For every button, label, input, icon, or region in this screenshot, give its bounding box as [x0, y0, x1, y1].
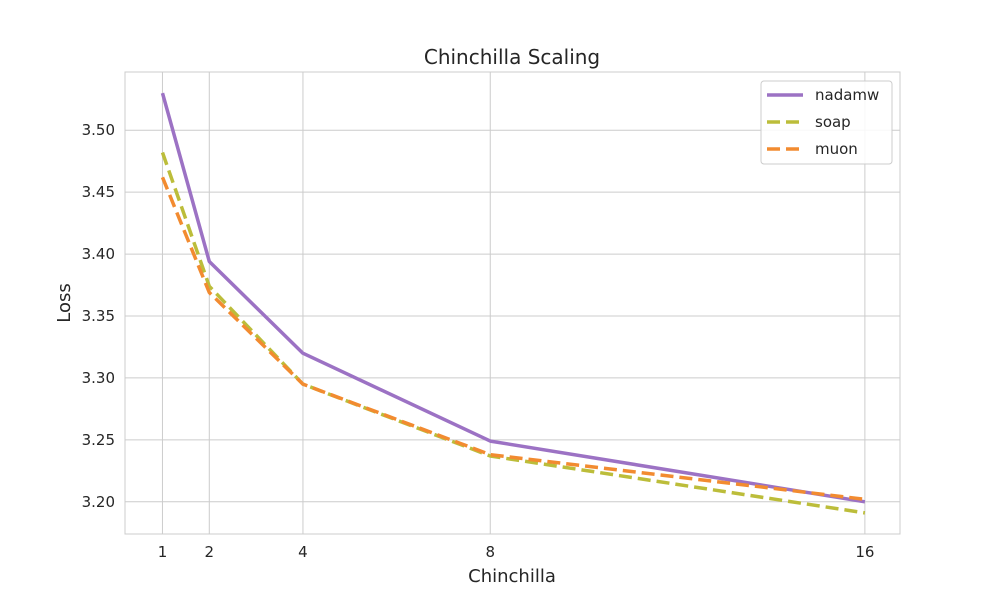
x-tick-labels: 1 2 4 8 16: [158, 543, 875, 561]
legend: nadamw soap muon: [760, 80, 893, 165]
plot-frame: [124, 71, 901, 535]
legend-label-soap: soap: [815, 113, 851, 131]
x-tick-label: 4: [298, 543, 308, 561]
x-tick-label: 16: [855, 543, 874, 561]
x-tick-label: 2: [205, 543, 215, 561]
series-line-muon: [160, 176, 866, 502]
y-tick-label: 3.50: [82, 121, 115, 139]
y-tick-label: 3.30: [82, 369, 115, 387]
y-tick-label: 3.40: [82, 245, 115, 263]
chart-title: Chinchilla Scaling: [424, 45, 600, 69]
legend-label-nadamw: nadamw: [815, 86, 879, 104]
legend-label-muon: muon: [815, 140, 858, 158]
y-tick-labels: 3.20 3.25 3.30 3.35 3.40 3.45 3.50: [82, 121, 115, 511]
grid: [125, 72, 900, 534]
y-tick-label: 3.45: [82, 183, 115, 201]
x-axis-label: Chinchilla: [468, 566, 556, 587]
x-tick-label: 1: [158, 543, 168, 561]
y-tick-label: 3.20: [82, 493, 115, 511]
y-axis-label: Loss: [54, 283, 75, 322]
y-tick-label: 3.35: [82, 307, 115, 325]
x-tick-label: 8: [485, 543, 495, 561]
series-lines: [160, 92, 866, 515]
series-line-nadamw: [160, 92, 866, 504]
y-tick-label: 3.25: [82, 431, 115, 449]
legend-box: [760, 80, 893, 165]
